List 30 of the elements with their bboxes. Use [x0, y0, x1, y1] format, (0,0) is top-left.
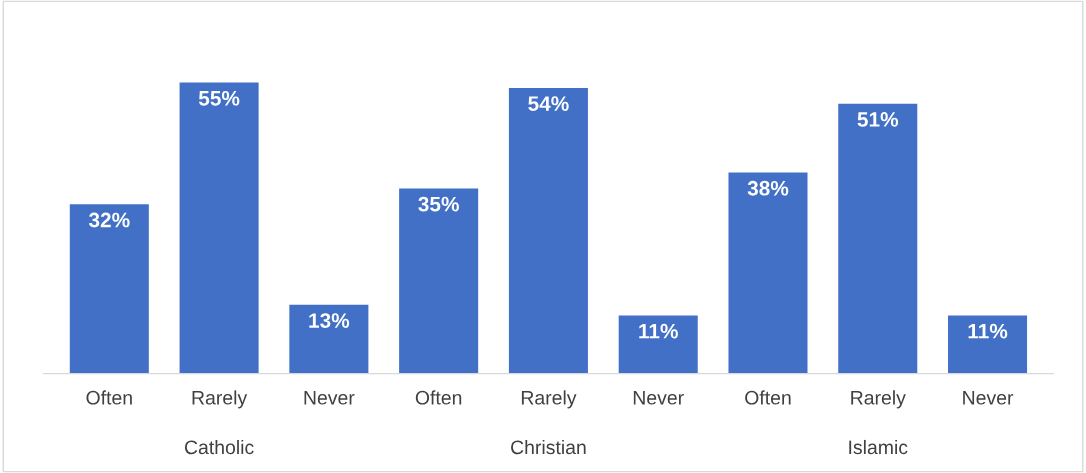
x-tick-label: Never: [963, 391, 1014, 405]
bar: [728, 172, 808, 374]
x-tick-label: Often: [415, 390, 462, 405]
bar: [289, 304, 369, 374]
x-tick-label: Rarely: [851, 390, 906, 409]
data-label: 32%: [88, 212, 130, 228]
bar: [179, 82, 259, 374]
x-tick-label: Rarely: [521, 390, 577, 409]
x-tick-label: Often: [86, 390, 132, 405]
data-label: 13%: [309, 313, 350, 328]
data-label: 11%: [639, 323, 678, 339]
data-label: 55%: [198, 90, 240, 106]
bar: [948, 315, 1028, 374]
data-label: 35%: [418, 196, 459, 212]
text: Christian: [511, 439, 586, 455]
x-tick-label: Never: [304, 391, 355, 405]
text: Catholic: [184, 439, 254, 455]
data-label: 54%: [528, 96, 569, 111]
bar: [618, 315, 698, 374]
bar: [508, 87, 588, 374]
bar: [69, 204, 149, 374]
data-label: 51%: [857, 112, 899, 127]
text: Islamic: [849, 439, 908, 455]
bar: [399, 188, 479, 374]
x-tick-label: Often: [745, 390, 791, 405]
x-tick-label: Never: [633, 391, 684, 405]
data-label: 38%: [747, 180, 789, 196]
data-label: 11%: [968, 323, 1008, 339]
x-tick-label: Rarely: [192, 390, 248, 409]
bar: [838, 103, 918, 374]
